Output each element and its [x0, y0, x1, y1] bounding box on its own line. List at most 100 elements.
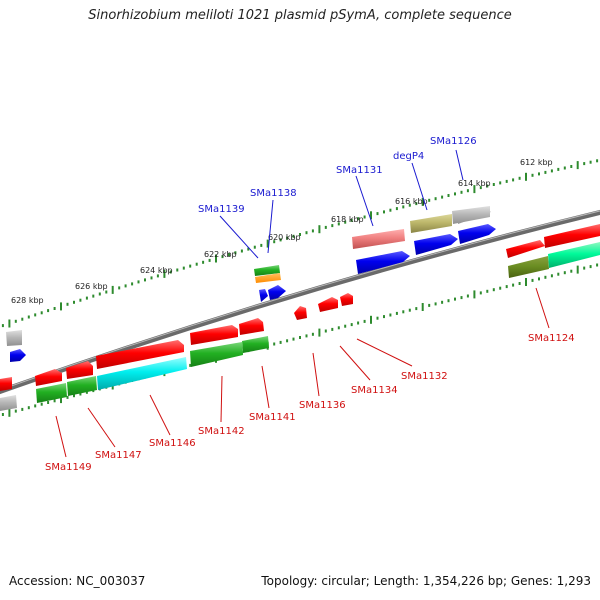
minor-tick [260, 243, 263, 247]
gene-arrow[interactable] [458, 224, 496, 244]
gene-label[interactable]: SMa1146 [149, 438, 196, 449]
gene-arrow[interactable] [340, 293, 353, 306]
minor-tick [544, 170, 547, 174]
gene-arrow[interactable] [0, 395, 17, 411]
gene-arrow[interactable] [410, 214, 452, 233]
minor-tick [279, 238, 282, 242]
minor-tick [311, 229, 314, 233]
minor-tick [53, 399, 56, 403]
gene-arrow[interactable] [10, 349, 26, 362]
minor-tick [389, 313, 392, 317]
gene-arrow[interactable] [36, 383, 67, 403]
minor-tick [357, 321, 360, 325]
gene-label[interactable]: SMa1132 [401, 371, 448, 382]
major-tick [525, 278, 527, 286]
major-tick [163, 269, 166, 278]
minor-tick [27, 315, 30, 319]
minor-tick [492, 288, 495, 292]
gene-arrow[interactable] [259, 289, 268, 302]
gene-label[interactable]: SMa1124 [528, 333, 575, 344]
minor-tick [350, 323, 353, 327]
gene-arrow[interactable] [242, 336, 269, 353]
gene-arrow[interactable] [6, 330, 22, 346]
minor-tick [1, 413, 4, 416]
major-tick [421, 197, 424, 206]
minor-tick [131, 282, 134, 286]
gene-label[interactable]: SMa1142 [198, 426, 245, 437]
gene-arrow[interactable] [294, 306, 307, 320]
gene-label[interactable]: SMa1141 [249, 412, 296, 423]
gene-arrow[interactable] [66, 361, 93, 379]
gene-arrow[interactable] [0, 377, 12, 391]
gene-arrow[interactable] [254, 265, 280, 276]
minor-tick [589, 160, 592, 164]
gene-arrow[interactable] [255, 273, 281, 283]
gene-label[interactable]: degP4 [393, 151, 424, 162]
gene-label[interactable]: SMa1139 [198, 204, 245, 215]
minor-tick [383, 315, 385, 319]
gene-arrow[interactable] [190, 325, 238, 345]
major-tick [8, 319, 11, 328]
minor-tick [150, 276, 153, 280]
gene-label[interactable]: SMa1149 [45, 462, 92, 473]
gene-arrow[interactable] [352, 229, 405, 249]
minor-tick [73, 300, 75, 304]
gene-arrow[interactable] [96, 340, 184, 369]
minor-tick [331, 327, 334, 331]
minor-tick [189, 264, 192, 268]
gene-arrow[interactable] [506, 240, 545, 258]
gene-arrow[interactable] [414, 234, 458, 255]
gene-arrow[interactable] [67, 376, 97, 396]
gene-label[interactable]: SMa1134 [351, 385, 398, 396]
minor-tick [460, 296, 463, 300]
minor-tick [169, 270, 172, 274]
minor-tick [518, 176, 521, 180]
gene-arrow[interactable] [97, 357, 187, 390]
minor-tick [286, 339, 289, 343]
gene-label[interactable]: SMa1131 [336, 165, 383, 176]
gene-arrow[interactable] [548, 242, 600, 268]
minor-tick [570, 165, 573, 168]
minor-tick [324, 225, 327, 229]
minor-tick [550, 169, 553, 173]
gene-arrow[interactable] [268, 285, 286, 300]
gene-arrow[interactable] [508, 256, 549, 278]
minor-tick [402, 205, 405, 209]
minor-tick [363, 215, 366, 219]
minor-tick [273, 342, 276, 346]
minor-tick [234, 251, 237, 255]
minor-tick [286, 236, 289, 240]
minor-tick [434, 302, 437, 306]
gene-label[interactable]: SMa1147 [95, 450, 142, 461]
major-tick [525, 172, 527, 181]
minor-tick [557, 167, 560, 171]
gene-arrow[interactable] [356, 251, 410, 274]
gene-label[interactable]: SMa1138 [250, 188, 297, 199]
tick-label: 616 kbp [395, 197, 428, 206]
gene-label[interactable]: SMa1126 [430, 136, 477, 147]
top-leader-lines [219, 149, 464, 259]
bottom-leader-lines [55, 287, 550, 458]
minor-tick [292, 337, 295, 341]
gene-arrow[interactable] [318, 297, 338, 312]
gene-arrow[interactable] [239, 318, 264, 335]
gene-label[interactable]: SMa1136 [299, 400, 346, 411]
tick-label: 628 kbp [11, 296, 44, 305]
minor-tick [583, 162, 586, 166]
major-tick [266, 239, 269, 248]
tick-label: 620 kbp [268, 233, 301, 242]
minor-tick [98, 292, 101, 296]
minor-tick [486, 184, 489, 188]
minor-tick [428, 198, 431, 202]
minor-tick [428, 303, 431, 307]
gene-arrow[interactable] [452, 206, 490, 224]
major-tick [370, 315, 372, 324]
minor-tick [73, 394, 75, 398]
minor-tick [240, 249, 243, 253]
minor-tick [124, 284, 127, 288]
minor-tick [408, 203, 411, 207]
gene-arrow[interactable] [190, 342, 243, 367]
gene-arrow[interactable] [544, 224, 600, 248]
gene-arrow[interactable] [35, 369, 62, 386]
minor-tick [279, 340, 282, 344]
